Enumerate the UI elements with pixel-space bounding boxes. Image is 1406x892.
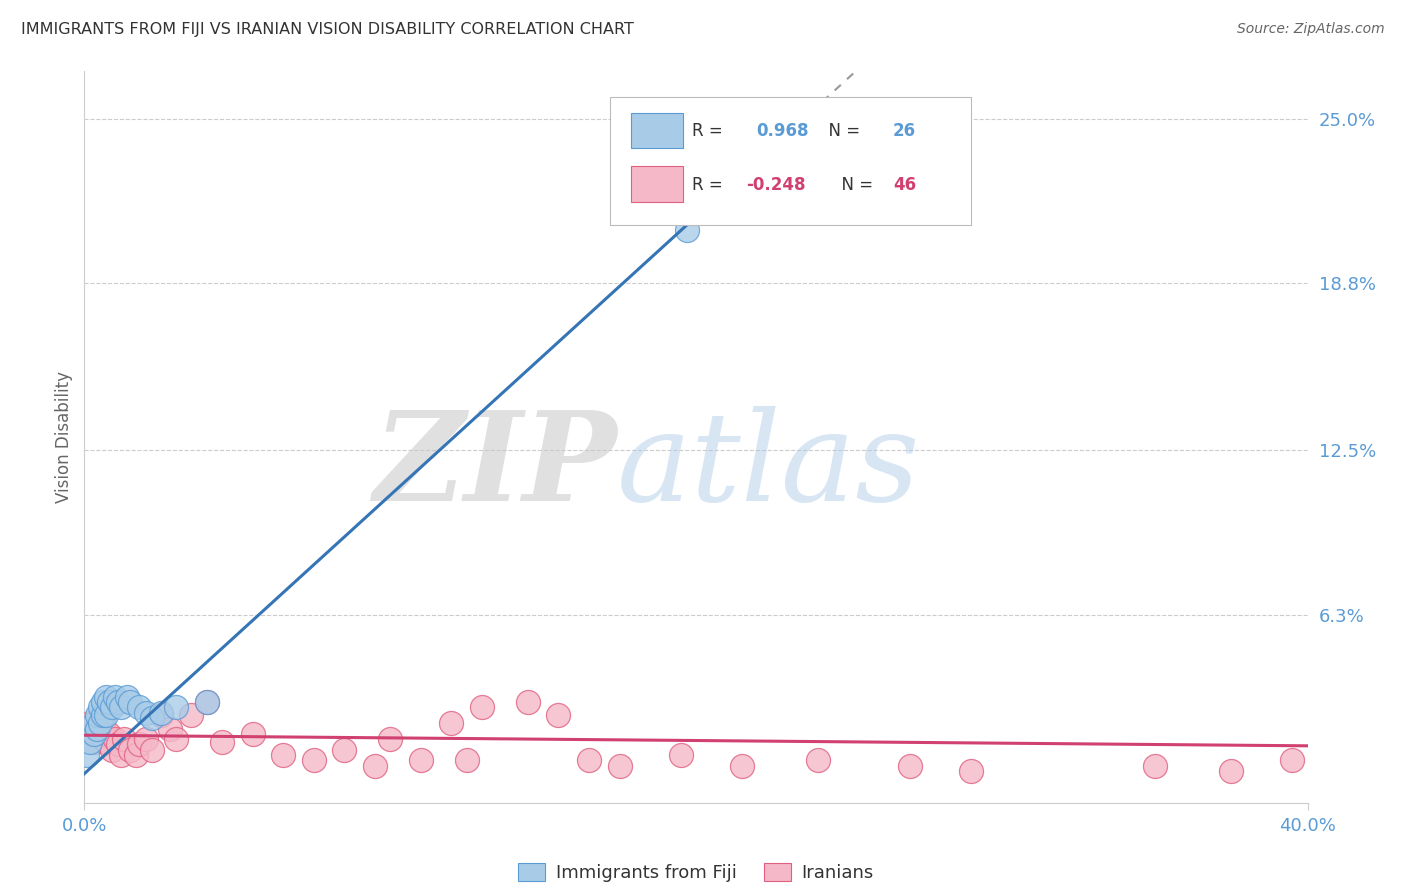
Point xyxy=(271,748,294,763)
Point xyxy=(97,695,120,709)
Text: 26: 26 xyxy=(893,122,917,140)
Point xyxy=(83,735,105,749)
Point xyxy=(128,738,150,752)
Point xyxy=(669,748,692,763)
Point xyxy=(112,732,135,747)
Point xyxy=(1143,758,1166,772)
Point xyxy=(104,732,127,747)
Point xyxy=(128,700,150,714)
Point xyxy=(101,743,124,757)
Point xyxy=(141,743,163,757)
FancyBboxPatch shape xyxy=(610,97,972,225)
Point xyxy=(104,690,127,704)
Text: 0.968: 0.968 xyxy=(756,122,808,140)
Point xyxy=(91,708,114,723)
Text: R =: R = xyxy=(692,122,734,140)
Point xyxy=(547,708,569,723)
Point xyxy=(94,708,117,723)
Text: ZIP: ZIP xyxy=(373,406,616,527)
Point xyxy=(86,722,108,736)
Point xyxy=(159,722,181,736)
Point xyxy=(91,695,114,709)
Point xyxy=(149,708,172,723)
Point xyxy=(609,758,631,772)
Point xyxy=(125,748,148,763)
Point xyxy=(807,753,830,767)
Point xyxy=(364,758,387,772)
Point xyxy=(1281,753,1303,767)
Point xyxy=(409,753,432,767)
Point xyxy=(242,727,264,741)
Point xyxy=(333,743,356,757)
Point xyxy=(94,735,117,749)
Point xyxy=(86,722,108,736)
Point xyxy=(79,716,101,731)
Point xyxy=(195,695,218,709)
Point xyxy=(165,732,187,747)
Point xyxy=(960,764,983,778)
Point xyxy=(89,727,111,741)
Point xyxy=(135,706,157,720)
Point xyxy=(107,695,129,709)
FancyBboxPatch shape xyxy=(631,113,682,148)
Point xyxy=(471,700,494,714)
Text: -0.248: -0.248 xyxy=(747,176,806,194)
Point xyxy=(578,753,600,767)
Point xyxy=(76,748,98,763)
Text: N =: N = xyxy=(831,176,877,194)
Point xyxy=(211,735,233,749)
Point xyxy=(89,700,111,714)
Point xyxy=(456,753,478,767)
Point xyxy=(94,690,117,704)
FancyBboxPatch shape xyxy=(631,167,682,202)
Text: N =: N = xyxy=(818,122,866,140)
Point xyxy=(1220,764,1243,778)
Point xyxy=(675,223,697,237)
Point xyxy=(107,738,129,752)
Point xyxy=(83,716,105,731)
Text: Source: ZipAtlas.com: Source: ZipAtlas.com xyxy=(1237,22,1385,37)
Text: R =: R = xyxy=(692,176,728,194)
Point xyxy=(302,753,325,767)
Point xyxy=(195,695,218,709)
Point xyxy=(165,700,187,714)
Text: 46: 46 xyxy=(893,176,917,194)
Legend: Immigrants from Fiji, Iranians: Immigrants from Fiji, Iranians xyxy=(510,855,882,889)
Point xyxy=(141,711,163,725)
Point xyxy=(898,758,921,772)
Point xyxy=(79,735,101,749)
Point xyxy=(83,727,105,741)
Point xyxy=(731,758,754,772)
Point xyxy=(91,716,114,731)
Point xyxy=(516,695,538,709)
Point xyxy=(180,708,202,723)
Point xyxy=(149,706,172,720)
Point xyxy=(135,732,157,747)
Point xyxy=(120,695,142,709)
Point xyxy=(380,732,402,747)
Text: IMMIGRANTS FROM FIJI VS IRANIAN VISION DISABILITY CORRELATION CHART: IMMIGRANTS FROM FIJI VS IRANIAN VISION D… xyxy=(21,22,634,37)
Point xyxy=(440,716,463,731)
Point xyxy=(101,700,124,714)
Point xyxy=(86,708,108,723)
Point xyxy=(89,716,111,731)
Point xyxy=(76,727,98,741)
Y-axis label: Vision Disability: Vision Disability xyxy=(55,371,73,503)
Point xyxy=(97,727,120,741)
Point xyxy=(115,690,138,704)
Text: atlas: atlas xyxy=(616,406,920,527)
Point xyxy=(110,748,132,763)
Point xyxy=(110,700,132,714)
Point xyxy=(120,743,142,757)
